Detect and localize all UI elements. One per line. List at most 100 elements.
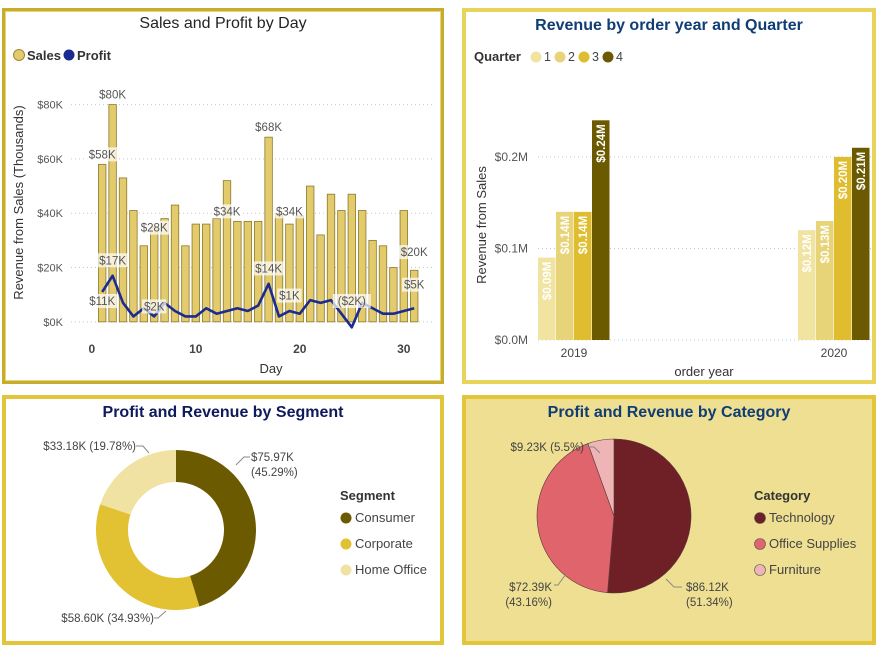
data-label-bg (402, 277, 427, 292)
data-label: $68K (255, 122, 282, 134)
legend-marker-furniture (754, 564, 766, 576)
sales-bar (129, 210, 138, 323)
y-tick-label: $60K (37, 154, 63, 166)
data-label: ($2K) (338, 296, 366, 308)
sales-bar (181, 245, 190, 323)
legend-title: Segment (340, 488, 396, 503)
y-tick-label: $0.2M (495, 150, 528, 164)
slice-data-label: $86.12K (686, 582, 729, 594)
category-pie-chart: $86.12K (51.34%) $72.39K (43.16%) $9.23K (5.… (505, 438, 857, 609)
data-label-bg (398, 245, 430, 260)
data-label-bg (97, 253, 129, 268)
bar-data-label: $0.12M (802, 234, 814, 272)
legend-marker-q3 (578, 51, 590, 63)
legend-label-office-supplies: Office Supplies (769, 536, 857, 551)
sales-bar (108, 104, 117, 323)
slice-furniture (587, 438, 615, 517)
sales-bar (378, 245, 388, 323)
legend-marker-office-supplies (754, 538, 766, 550)
sales-profit-chart: Sales Profit $0K $20K $40K $60K $80K 0 10 20 30 Day… (11, 48, 435, 376)
sales-bar (118, 177, 128, 323)
y-tick-label: $40K (37, 208, 63, 220)
category-panel[interactable]: Profit and Revenue by Category $86.12K (5… (462, 395, 876, 645)
revenue-quarter-title: Revenue by order year and Quarter (535, 17, 803, 34)
slice-home-office (100, 450, 176, 515)
slice-technology (607, 438, 692, 594)
y-tick-label: $0.0M (495, 333, 528, 347)
sales-profit-panel[interactable]: Sales and Profit by Day Sales Profit $0K $2… (2, 8, 444, 384)
data-label-bg (277, 288, 302, 303)
x-axis-title: order year (674, 364, 734, 379)
slice-data-label: $58.60K (34.93%) (61, 613, 154, 625)
revenue-quarter-panel[interactable]: Revenue by order year and Quarter Quarte… (462, 8, 876, 384)
data-label: $5K (404, 280, 425, 292)
quarter-bar (556, 211, 574, 340)
bar-data-label: $0.14M (578, 216, 590, 254)
quarter-bar (798, 230, 816, 340)
sales-bar (243, 220, 252, 323)
legend-marker-sales (13, 49, 25, 61)
y-tick-label: $0.1M (495, 241, 528, 255)
data-label: $17K (99, 255, 126, 267)
sales-bar (389, 267, 398, 323)
legend-marker-consumer (340, 512, 352, 524)
sales-profit-title: Sales and Profit by Day (139, 15, 307, 32)
legend-label-consumer: Consumer (355, 510, 416, 525)
quarter-bar (852, 147, 870, 340)
quarter-bar (538, 257, 556, 340)
bar-data-label: $0.09M (542, 262, 554, 300)
legend-label-sales: Sales (27, 48, 61, 63)
segment-title: Profit and Revenue by Segment (102, 404, 344, 421)
legend-marker-technology (754, 512, 766, 524)
legend-marker-q1 (530, 51, 542, 63)
slice-corporate (96, 504, 200, 610)
leader-line (554, 573, 567, 586)
data-label-bg (138, 220, 170, 235)
bar-data-label: $0.13M (820, 225, 832, 263)
slice-data-label: $33.18K (19.78%) (43, 441, 136, 453)
data-label-bg (142, 299, 167, 314)
segment-panel[interactable]: Profit and Revenue by Segment $75.97K (45… (2, 395, 444, 645)
quarter-bar (592, 120, 610, 340)
leader-line (154, 610, 167, 619)
leader-line (586, 446, 601, 454)
legend-marker-corporate (340, 538, 352, 550)
legend-title: Quarter (474, 49, 521, 64)
sales-bar (222, 180, 232, 323)
sales-bar (233, 220, 242, 323)
legend-title: Category (754, 488, 811, 503)
bar-data-label: $0.14M (560, 216, 572, 254)
x-tick-label: 30 (397, 342, 411, 356)
x-tick-label: 20 (293, 342, 307, 356)
sales-bar (191, 223, 200, 323)
y-axis-title: Revenue from Sales (474, 166, 489, 284)
sales-bar (410, 269, 419, 323)
sales-bar (285, 223, 294, 323)
slice-data-label-pct: (43.16%) (505, 597, 552, 609)
legend-label-profit: Profit (77, 48, 112, 63)
legend-label-technology: Technology (769, 510, 835, 525)
data-label: $20K (401, 247, 428, 259)
sales-bar (399, 210, 408, 323)
data-label: $11K (89, 296, 115, 308)
sales-bar (368, 239, 377, 323)
x-tick-label: 2019 (561, 346, 588, 360)
data-label-bg (253, 261, 285, 276)
legend-label-q2: 2 (568, 50, 575, 64)
legend-label-furniture: Furniture (769, 562, 821, 577)
bar-data-label: $0.24M (596, 124, 608, 162)
legend-marker-q2 (554, 51, 566, 63)
bar-data-label: $0.20M (838, 161, 850, 199)
y-tick-label: $20K (37, 263, 63, 275)
legend-marker-profit (63, 49, 75, 61)
slice-data-label: $72.39K (509, 582, 552, 594)
revenue-quarter-chart: Quarter 1 2 3 4 $0.0M $0.1M $0.2M Revenue from S… (474, 49, 874, 379)
data-label: $34K (276, 206, 303, 218)
bar-data-label: $0.21M (856, 152, 868, 190)
data-label: $34K (214, 206, 241, 218)
sales-bar (316, 234, 325, 323)
sales-bar (326, 193, 336, 323)
legend-label-q1: 1 (544, 50, 551, 64)
quarter-bar (816, 221, 834, 340)
sales-bar (98, 163, 107, 323)
